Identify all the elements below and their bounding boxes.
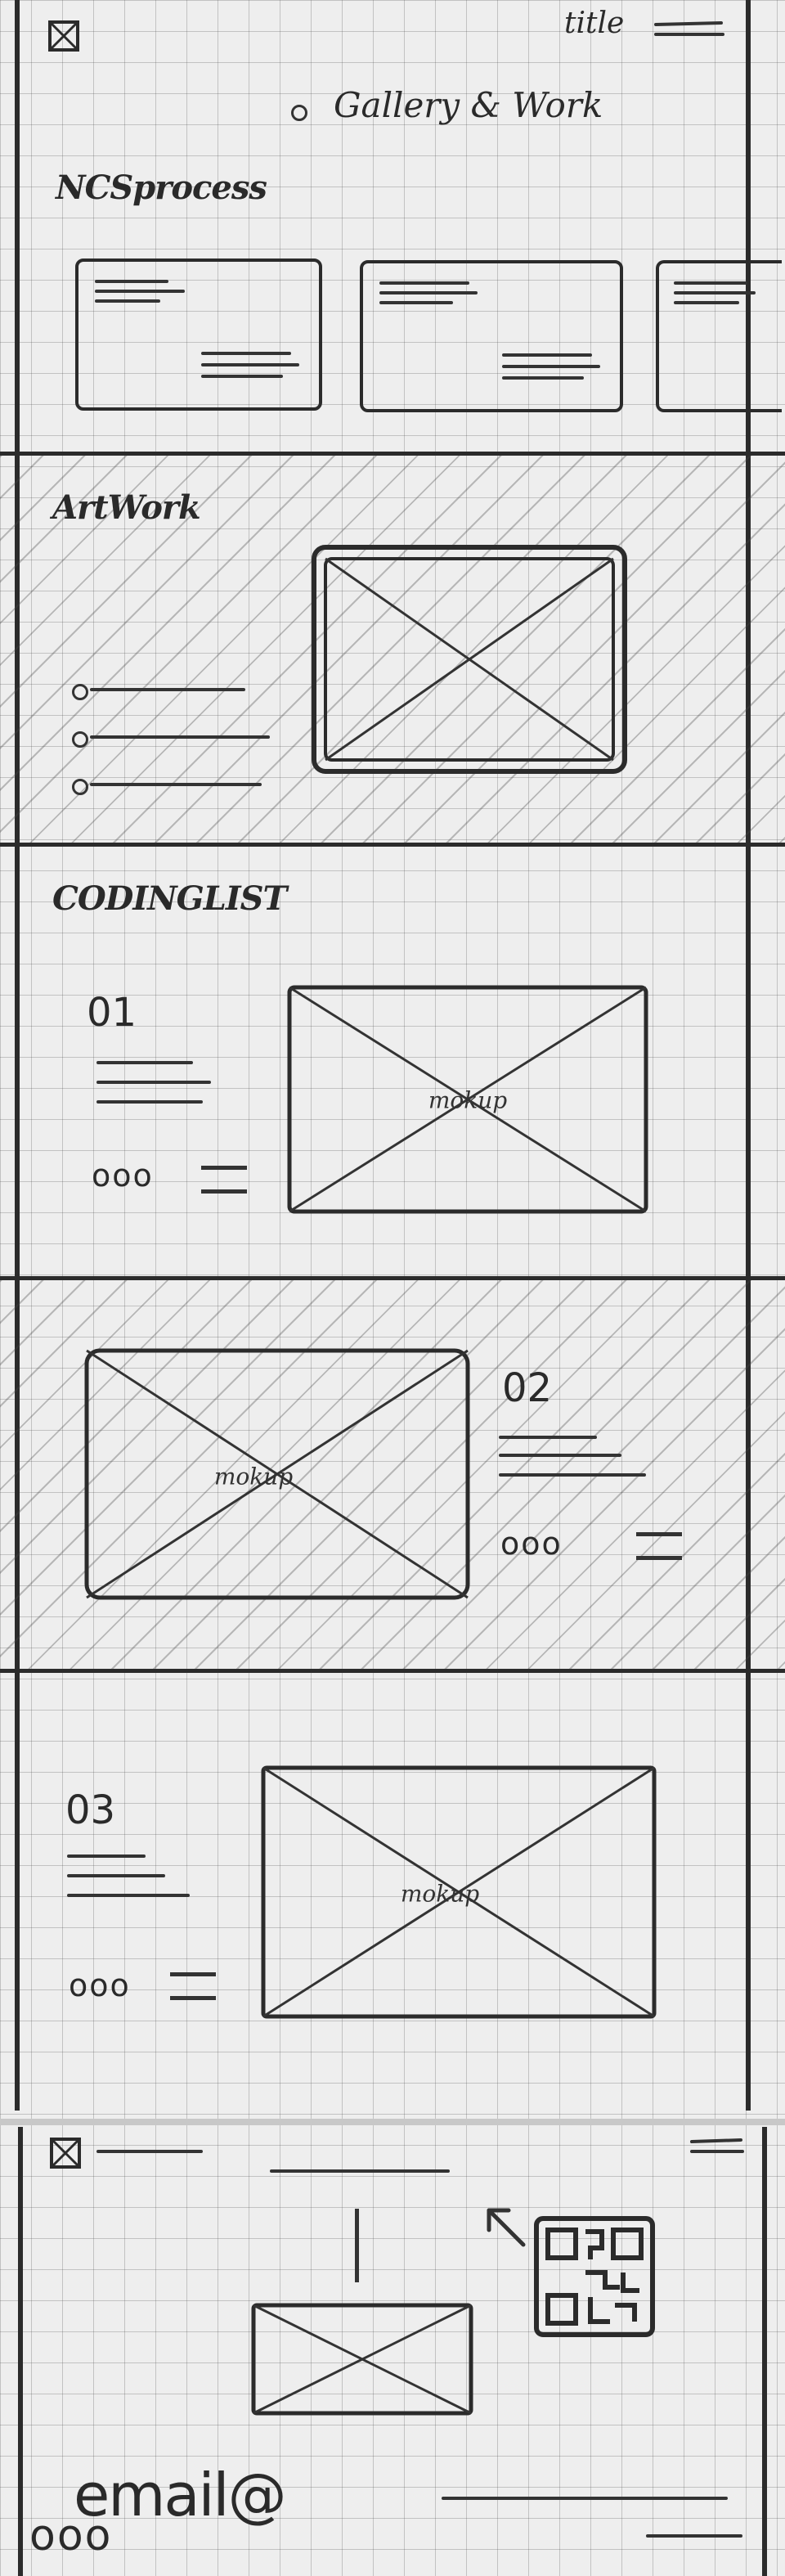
mockup-caption: mokup bbox=[213, 1463, 294, 1490]
heading-line bbox=[270, 2169, 450, 2173]
section-divider bbox=[0, 452, 785, 456]
coding-item-number: 02 bbox=[502, 1365, 553, 1411]
text-line bbox=[499, 1454, 621, 1457]
text-line bbox=[96, 1100, 203, 1104]
menu-icon[interactable] bbox=[636, 1532, 682, 1560]
text-line bbox=[499, 1473, 646, 1477]
text-line bbox=[67, 1894, 190, 1897]
nav-bullet-icon bbox=[291, 105, 307, 121]
paper-edge bbox=[0, 2119, 785, 2125]
email-line bbox=[442, 2497, 728, 2500]
menu-icon[interactable] bbox=[201, 1166, 247, 1194]
left-border bbox=[18, 2127, 23, 2576]
text-line bbox=[96, 1081, 211, 1084]
social-dots[interactable]: ooo bbox=[29, 2511, 113, 2560]
menu-icon[interactable] bbox=[689, 2135, 746, 2160]
artwork-image-placeholder[interactable] bbox=[311, 544, 628, 775]
coding-item-number: 03 bbox=[65, 1787, 116, 1833]
text-line bbox=[67, 1854, 146, 1858]
section-divider bbox=[0, 1669, 785, 1673]
mockup-image-placeholder[interactable] bbox=[286, 984, 649, 1215]
process-section-title: NCSprocess bbox=[56, 169, 267, 207]
right-border bbox=[762, 2127, 767, 2576]
process-card-partial[interactable] bbox=[656, 260, 782, 412]
footer-section: email@ ooo bbox=[0, 2119, 785, 2576]
image-placeholder[interactable] bbox=[250, 2302, 474, 2416]
coding-section: CODINGLIST 01 ooo mokup bbox=[0, 847, 785, 1276]
mockup-caption: mokup bbox=[400, 1880, 480, 1908]
text-line bbox=[96, 1061, 193, 1064]
qr-code-icon[interactable] bbox=[533, 2215, 656, 2338]
contact-email[interactable]: email@ bbox=[74, 2461, 287, 2529]
coding-section-title: CODINGLIST bbox=[52, 879, 287, 918]
mockup-image-placeholder[interactable] bbox=[260, 1765, 657, 2020]
right-border bbox=[746, 0, 751, 2111]
menu-icon[interactable] bbox=[653, 18, 726, 43]
artwork-section-title: ArtWork bbox=[52, 488, 201, 527]
section-divider bbox=[0, 1276, 785, 1280]
dots-indicator: ooo bbox=[69, 1967, 131, 2003]
header-section: title Gallery & Work NCSprocess bbox=[0, 0, 785, 450]
list-bullet-icon bbox=[72, 731, 88, 748]
list-line bbox=[90, 688, 245, 691]
list-bullet-icon bbox=[72, 779, 88, 795]
process-card[interactable] bbox=[360, 260, 623, 412]
menu-icon[interactable] bbox=[170, 1972, 216, 2000]
list-bullet-icon bbox=[72, 684, 88, 700]
logo-icon[interactable] bbox=[49, 2137, 82, 2169]
text-line bbox=[499, 1436, 597, 1439]
nav-line bbox=[96, 2150, 203, 2153]
cursor-line bbox=[355, 2209, 359, 2282]
site-title: title bbox=[564, 7, 625, 40]
process-card[interactable] bbox=[75, 258, 322, 411]
mockup-caption: mokup bbox=[428, 1086, 508, 1114]
footer-line bbox=[646, 2534, 742, 2538]
coding-item-02: mokup 02 ooo bbox=[0, 1280, 785, 1669]
dots-indicator: ooo bbox=[92, 1158, 154, 1194]
arrow-icon bbox=[487, 2208, 526, 2247]
logo-icon[interactable] bbox=[47, 20, 80, 52]
list-line bbox=[90, 735, 270, 739]
text-line bbox=[67, 1874, 165, 1877]
coding-item-number: 01 bbox=[87, 990, 137, 1036]
list-line bbox=[90, 783, 262, 786]
mockup-image-placeholder[interactable] bbox=[83, 1347, 471, 1601]
nav-gallery-work[interactable]: Gallery & Work bbox=[334, 85, 603, 125]
left-border bbox=[15, 0, 20, 2111]
artwork-section: ArtWork bbox=[0, 456, 785, 843]
dots-indicator: ooo bbox=[500, 1526, 563, 1562]
coding-item-03: 03 ooo mokup bbox=[0, 1673, 785, 2111]
section-divider bbox=[0, 843, 785, 847]
